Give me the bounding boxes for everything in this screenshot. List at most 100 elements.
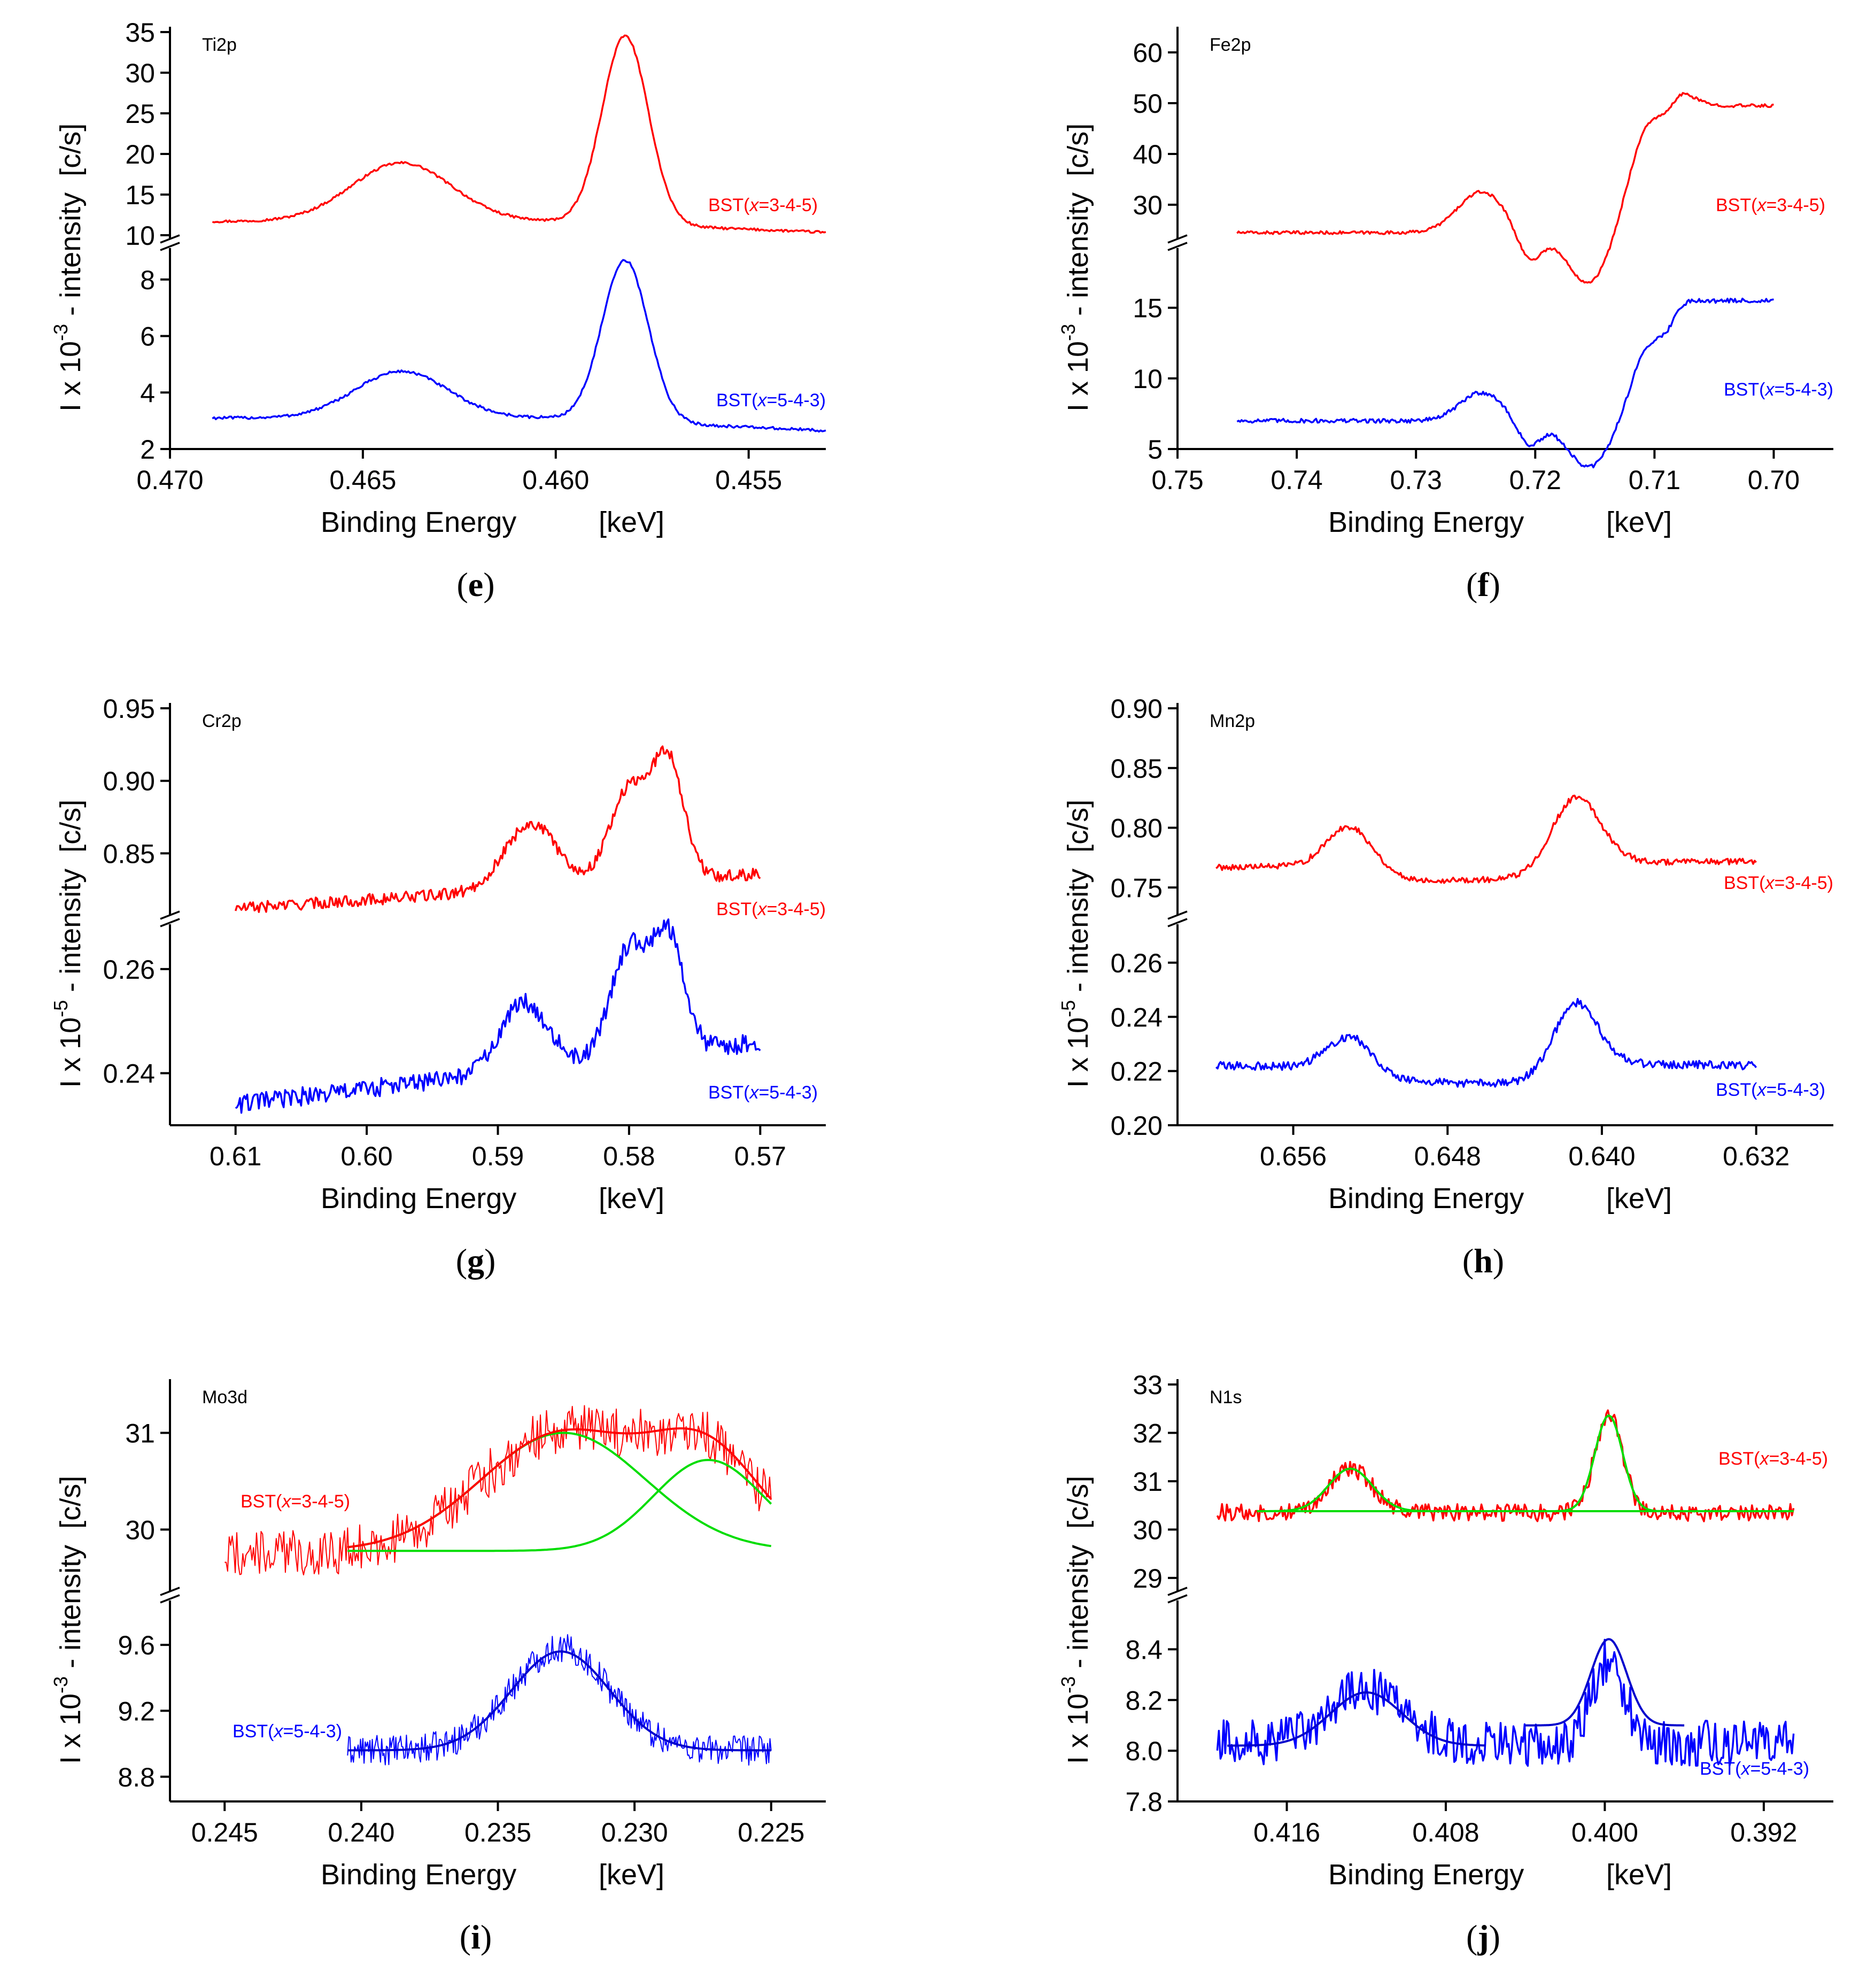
x-axis-title: Binding Energy — [321, 506, 516, 538]
x-tick-label: 0.75 — [1151, 465, 1203, 495]
series-red-trace — [1236, 92, 1774, 284]
y-tick-label-upper: 20 — [125, 140, 155, 169]
x-tick-label: 0.225 — [738, 1817, 804, 1847]
y-tick-label-upper: 31 — [125, 1418, 155, 1448]
y-tick-label-upper: 30 — [1133, 190, 1163, 220]
axis-break-mark — [160, 234, 180, 251]
series-blue-trace — [1216, 1638, 1795, 1767]
y-tick-label-upper: 30 — [125, 58, 155, 88]
chart-i: 30 31 8.8 9.2 9.6 0.245 0.240 0.235 0.230 0.225 Bi… — [50, 1379, 826, 1956]
x-tick-label: 0.245 — [191, 1817, 258, 1847]
fit-curve — [1227, 1691, 1486, 1747]
x-tick-label: 0.400 — [1571, 1817, 1638, 1847]
y-tick-label-lower: 8.0 — [1125, 1736, 1163, 1766]
series-red-trace — [1215, 794, 1757, 884]
x-tick-label: 0.632 — [1723, 1141, 1790, 1171]
element-label: Cr2p — [202, 711, 242, 731]
y-tick-label-lower: 9.6 — [118, 1630, 155, 1660]
y-tick-label-lower: 0.24 — [1111, 1002, 1163, 1032]
panel-caption: (g) — [456, 1242, 496, 1280]
x-tick-label: 0.70 — [1748, 465, 1800, 495]
series-red-trace — [235, 745, 761, 913]
y-tick-label-lower: 2 — [140, 435, 155, 465]
x-tick-label: 0.648 — [1414, 1141, 1481, 1171]
x-tick-label: 0.470 — [136, 465, 203, 495]
legend-blue: BST(x=5-4-3) — [1700, 1759, 1809, 1779]
y-tick-label-lower: 8.2 — [1125, 1685, 1163, 1715]
legend-blue: BST(x=5-4-3) — [716, 390, 826, 411]
x-axis-unit: [keV] — [599, 1182, 664, 1215]
y-tick-label-upper: 30 — [1133, 1515, 1163, 1545]
x-tick-label: 0.235 — [464, 1817, 531, 1847]
series-blue-trace — [235, 918, 761, 1114]
series-red-trace — [1216, 1409, 1795, 1522]
y-tick-label-lower: 0.26 — [103, 955, 155, 985]
legend-red: BST(x=3-4-5) — [1716, 195, 1825, 215]
axis-break-mark — [1167, 1587, 1188, 1604]
x-axis-title: Binding Energy — [321, 1859, 516, 1891]
x-tick-label: 0.58 — [603, 1141, 655, 1171]
chart-e: 10 15 20 25 30 35 2 4 6 8 0.470 0.465 0.460 0.455 Bind… — [50, 18, 826, 604]
panel-caption: (j) — [1466, 1918, 1500, 1956]
y-tick-label-upper: 50 — [1133, 89, 1163, 119]
y-axis-title: I x 10-5 - intensity[c/s] — [50, 800, 87, 1088]
y-axis-title: I x 10-3 - intensity[c/s] — [50, 1476, 87, 1764]
x-tick-label: 0.73 — [1390, 465, 1442, 495]
x-tick-label: 0.230 — [601, 1817, 668, 1847]
y-tick-label-upper: 0.85 — [103, 839, 155, 869]
x-axis-title: Binding Energy — [1328, 506, 1524, 538]
y-tick-label-lower: 5 — [1148, 435, 1163, 465]
chart-j: 29 30 31 32 33 7.8 8.0 8.2 8.4 0.416 0.408 0.400 0.3… — [1057, 1370, 1833, 1956]
x-tick-label: 0.455 — [715, 465, 782, 495]
x-tick-label: 0.60 — [340, 1141, 392, 1171]
x-axis-unit: [keV] — [599, 1859, 664, 1891]
x-tick-label: 0.240 — [328, 1817, 394, 1847]
axis-break-mark — [160, 1587, 180, 1604]
legend-red: BST(x=3-4-5) — [1718, 1449, 1828, 1469]
y-tick-label-upper: 33 — [1133, 1370, 1163, 1400]
series-blue-trace — [1236, 297, 1774, 469]
x-tick-label: 0.460 — [522, 465, 589, 495]
element-label: Fe2p — [1210, 35, 1251, 55]
chart-g: 0.85 0.90 0.95 0.24 0.26 0.61 0.60 0.59 0.58 0.57… — [50, 694, 826, 1280]
y-tick-label-upper: 0.75 — [1111, 873, 1163, 903]
legend-red: BST(x=3-4-5) — [1724, 873, 1833, 893]
y-axis-title: I x 10-3 - intensity[c/s] — [1057, 123, 1094, 412]
y-tick-label-upper: 35 — [125, 18, 155, 48]
legend-red: BST(x=3-4-5) — [716, 899, 826, 919]
y-tick-label-lower: 9.2 — [118, 1696, 155, 1726]
element-label: Mo3d — [202, 1387, 247, 1407]
y-tick-label-lower: 4 — [140, 378, 155, 408]
y-axis-title: I x 10-3 - intensity[c/s] — [1057, 1476, 1094, 1764]
chart-h: 0.75 0.80 0.85 0.90 0.20 0.22 0.24 0.26 0.656 0.6… — [1057, 694, 1833, 1280]
x-tick-label: 0.72 — [1509, 465, 1561, 495]
y-tick-label-upper: 31 — [1133, 1467, 1163, 1497]
y-tick-label-lower: 0.24 — [103, 1059, 155, 1089]
x-tick-label: 0.465 — [329, 465, 396, 495]
legend-blue: BST(x=5-4-3) — [233, 1721, 342, 1742]
x-tick-label: 0.74 — [1271, 465, 1322, 495]
panel-caption: (h) — [1462, 1242, 1504, 1280]
axis-break-mark — [1167, 910, 1188, 927]
x-tick-label: 0.57 — [734, 1141, 786, 1171]
panel-caption: (f) — [1466, 566, 1500, 604]
y-tick-label-lower: 8 — [140, 265, 155, 295]
y-tick-label-upper: 40 — [1133, 140, 1163, 169]
x-axis-unit: [keV] — [1606, 506, 1672, 538]
y-tick-label-lower: 0.22 — [1111, 1057, 1163, 1087]
y-tick-label-lower: 10 — [1133, 364, 1163, 394]
series-blue-trace — [1215, 997, 1757, 1088]
y-tick-label-upper: 60 — [1133, 38, 1163, 68]
x-tick-label: 0.416 — [1253, 1817, 1320, 1847]
legend-red: BST(x=3-4-5) — [241, 1491, 350, 1512]
y-tick-label-lower: 0.20 — [1111, 1111, 1163, 1141]
y-tick-label-upper: 29 — [1133, 1564, 1163, 1594]
y-tick-label-lower: 15 — [1133, 293, 1163, 323]
x-axis-title: Binding Energy — [1328, 1182, 1524, 1215]
y-tick-label-upper: 0.80 — [1111, 814, 1163, 844]
x-axis-unit: [keV] — [1606, 1859, 1672, 1891]
legend-red: BST(x=3-4-5) — [708, 195, 818, 215]
x-axis-unit: [keV] — [1606, 1182, 1672, 1215]
y-tick-label-upper: 30 — [125, 1515, 155, 1545]
